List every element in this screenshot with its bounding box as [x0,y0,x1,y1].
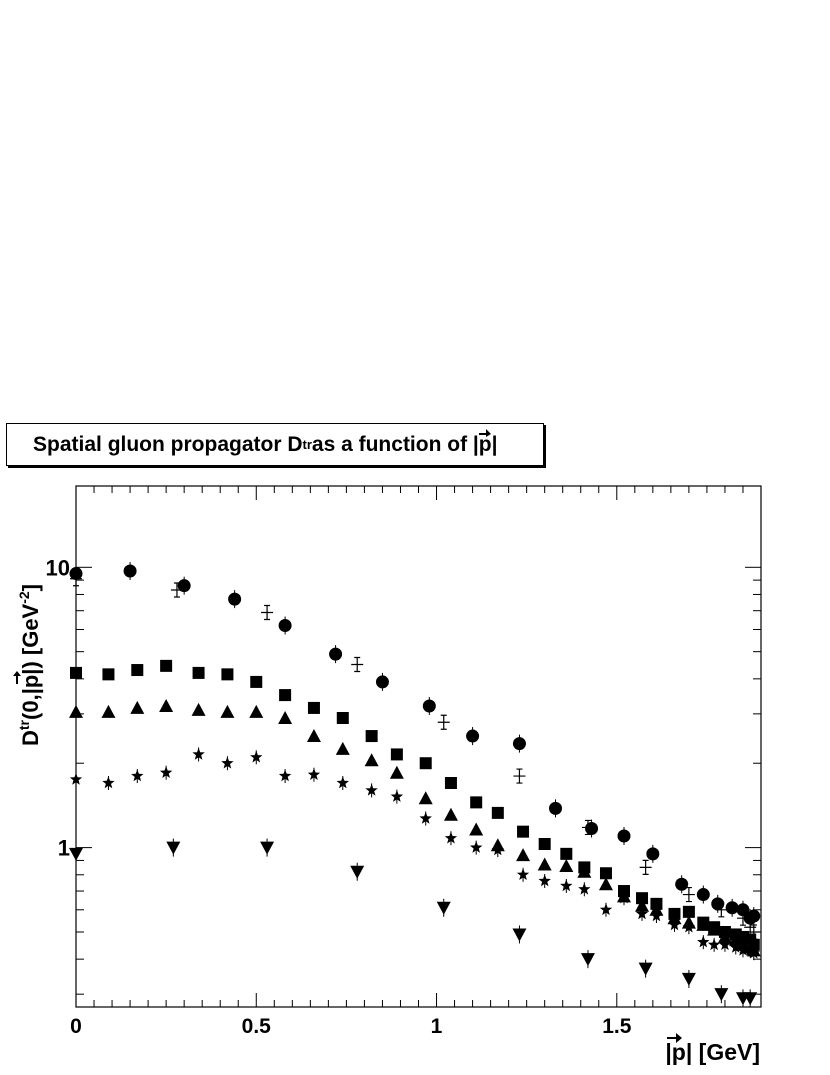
data-point-square [160,659,173,672]
x-tick-label: 1 [431,1015,443,1038]
title-p-vector: p [478,428,492,457]
data-point-cross [437,714,450,730]
svg-text:|p| [GeV]: |p| [GeV] [665,1039,760,1065]
y-tick-label: 1 [58,836,70,861]
x-tick-label: 0.5 [242,1015,272,1038]
data-point-triangle-up [191,702,206,716]
data-point-cross [170,582,183,598]
data-point-triangle-up [728,932,743,946]
data-point-square [419,757,432,770]
data-point-cross [747,924,760,940]
data-point-cross [744,919,757,935]
data-point-triangle-up [69,704,83,718]
data-point-triangle-up [278,710,293,724]
data-point-triangle-up [249,704,264,718]
x-tick-label: 1.5 [602,1015,632,1038]
data-point-triangle-up [559,858,574,872]
y-axis-label: Dtr(0,|p|) [GeV-2] [13,584,43,746]
plot-frame [75,485,762,1008]
data-point-triangle-up [220,704,235,718]
data-point-triangle-up [696,917,711,931]
data-point-triangle-up [635,898,650,912]
data-point-triangle-up [577,864,592,878]
data-point-square [444,777,457,790]
data-point-cross [513,768,526,784]
data-point-square [336,711,349,724]
data-point-square [470,796,483,809]
data-point-square [538,838,551,851]
data-point-triangle-up [101,704,116,718]
data-point-triangle-up [418,791,433,805]
data-point-cross [736,910,749,926]
data-point-triangle-up [707,922,722,936]
data-point-triangle-up [443,807,458,821]
data-point-triangle-up [389,765,404,779]
data-point-cross [682,886,695,903]
svg-text:Dtr(0,|p|) [GeV-2]: Dtr(0,|p|) [GeV-2] [16,584,43,746]
data-point-square [70,666,82,679]
data-point-square [250,675,263,688]
data-point-square [560,847,573,860]
data-point-cross [70,571,82,587]
data-point-triangle-up [717,929,732,943]
data-point-cross [639,859,652,875]
data-point-triangle-up [469,822,484,836]
data-point-cross [581,819,594,836]
data-point-square [279,689,292,702]
data-point-square [682,905,695,918]
data-point-triangle-up [306,729,321,743]
x-axis-label: |p| [GeV] [665,1033,760,1065]
y-tick-label: 10 [46,555,70,580]
axis-ticks: 0 0.5 1 1.5 1 10 [46,486,762,1038]
data-point-triangle-up [537,857,552,871]
data-point-square [365,730,378,743]
data-point-triangle-up [159,699,174,713]
title-text: Spatial gluon propagator D [33,432,303,456]
title-close: | [491,432,498,456]
data-point-square [221,668,234,681]
data-point-cross [261,604,274,621]
data-point-cross [351,656,364,673]
data-point-cross [715,902,728,918]
data-point-square [517,825,530,838]
data-point-triangle-up [598,877,613,891]
data-point-square [390,748,403,761]
title-sup: tr [302,437,312,452]
vector-arrow-icon [478,428,491,437]
data-point-square [102,668,115,681]
x-tick-label: 0 [70,1015,82,1038]
data-point-square [599,867,612,880]
data-point-square [636,892,649,905]
data-point-square [131,664,144,677]
data-point-triangle-up [335,741,350,755]
data-point-triangle-up [130,700,145,714]
data-point-square [307,701,320,714]
title-suffix: as a function of | [311,432,479,456]
data-point-square [192,666,205,679]
data-point-square [491,806,504,819]
data-point-triangle-up [364,753,379,767]
data-point-triangle-up [667,911,682,925]
data-point-triangle-up [516,848,531,862]
data-marks [69,562,761,1008]
